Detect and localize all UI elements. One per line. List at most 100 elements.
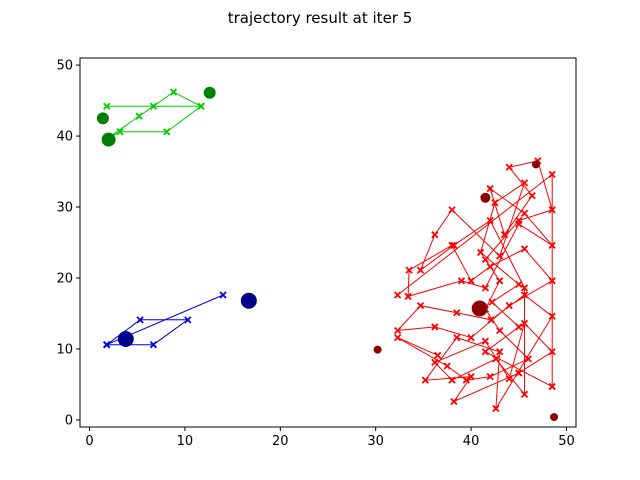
x-marker-point: [496, 252, 504, 260]
x-marker-point: [393, 291, 402, 299]
x-marker-point: [197, 102, 205, 110]
x-marker-point: [481, 255, 490, 264]
x-marker-point: [524, 355, 532, 363]
x-marker-point: [448, 241, 456, 249]
x-marker-point: [443, 362, 451, 370]
y-axis: 0 10 20 30 40 50: [56, 59, 80, 428]
x-axis: 0 10 20 30 40 50: [85, 427, 575, 449]
x-tick-label: 30: [367, 434, 384, 449]
y-tick-label: 50: [56, 59, 73, 74]
circle-marker-point: [203, 86, 216, 99]
x-marker-point: [453, 309, 461, 317]
plot-area-frame: [79, 57, 577, 428]
x-marker-point: [520, 284, 529, 292]
x-marker-point: [450, 397, 458, 406]
x-marker-point: [136, 316, 144, 324]
x-marker-point: [467, 333, 475, 342]
x-marker-point: [431, 358, 439, 367]
trajectory-line: [396, 160, 553, 409]
circle-marker-point: [117, 331, 134, 348]
x-marker-point: [163, 128, 171, 136]
x-marker-point: [453, 333, 461, 342]
x-marker-point: [486, 216, 494, 225]
x-marker-point: [496, 326, 504, 335]
x-marker-point: [491, 199, 499, 207]
x-marker-point: [520, 291, 529, 299]
x-marker-point: [487, 316, 495, 324]
x-marker-point: [492, 355, 500, 363]
x-marker-point: [548, 277, 556, 285]
x-marker-point: [404, 292, 412, 301]
x-marker-point: [520, 319, 529, 328]
x-marker-point: [548, 348, 556, 356]
x-marker-point: [481, 284, 490, 292]
circle-marker-point: [101, 132, 116, 147]
y-tick-label: 30: [56, 201, 73, 216]
x-marker-point: [496, 348, 504, 356]
x-marker-point: [135, 112, 143, 120]
x-tick-label: 50: [558, 434, 575, 449]
x-marker-point: [492, 404, 500, 413]
x-marker-point: [486, 184, 494, 193]
x-marker-point: [393, 326, 402, 335]
y-tick-label: 40: [56, 130, 73, 145]
circle-marker-point: [471, 300, 488, 317]
x-marker-point: [515, 323, 523, 331]
x-tick-label: 20: [272, 434, 289, 449]
x-marker-point: [450, 241, 458, 249]
x-tick-label: 0: [85, 434, 93, 449]
series-3: [117, 292, 257, 348]
x-marker-point: [169, 88, 178, 96]
x-marker-point: [505, 163, 513, 171]
x-tick-label: 40: [463, 434, 480, 449]
x-tick-label: 10: [177, 434, 194, 449]
x-marker-point: [496, 277, 504, 285]
x-marker-point: [393, 333, 402, 342]
series-5: [373, 160, 559, 422]
y-tick-label: 20: [56, 271, 73, 286]
circle-marker-point: [531, 160, 540, 169]
trajectory-line: [106, 91, 203, 140]
x-marker-point: [481, 348, 490, 356]
x-marker-point: [548, 382, 556, 391]
x-marker-point: [434, 351, 442, 359]
x-marker-point: [448, 376, 456, 384]
x-marker-point: [416, 302, 425, 310]
x-marker-point: [448, 206, 456, 214]
x-marker-point: [219, 291, 227, 299]
series-4: [393, 157, 556, 413]
data-layer: [96, 86, 559, 422]
x-marker-point: [515, 369, 523, 377]
x-marker-point: [103, 341, 111, 349]
circle-marker-point: [96, 112, 109, 125]
x-marker-point: [520, 390, 529, 398]
chart-title: trajectory result at iter 5: [228, 9, 413, 27]
x-marker-point: [103, 102, 111, 110]
x-marker-point: [486, 372, 494, 381]
x-marker-point: [548, 312, 556, 320]
circle-marker-point: [240, 292, 257, 309]
x-marker-point: [488, 298, 496, 306]
x-marker-point: [467, 277, 475, 285]
x-marker-point: [476, 248, 485, 257]
x-marker-point: [184, 316, 192, 324]
circle-marker-point: [373, 345, 382, 354]
x-marker-point: [116, 128, 124, 136]
x-marker-point: [421, 376, 429, 384]
x-marker-point: [548, 206, 556, 214]
x-marker-point: [505, 375, 513, 383]
x-marker-point: [149, 341, 158, 349]
x-marker-point: [431, 323, 439, 331]
circle-marker-point: [480, 192, 491, 203]
x-marker-point: [481, 337, 490, 345]
x-marker-point: [457, 277, 466, 285]
x-marker-point: [520, 209, 529, 218]
x-marker-point: [515, 280, 523, 289]
x-marker-point: [486, 262, 494, 271]
x-marker-point: [548, 170, 556, 179]
x-marker-point: [505, 302, 513, 310]
x-marker-point: [431, 231, 439, 239]
series-1: [96, 86, 216, 147]
x-marker-point: [149, 102, 158, 110]
